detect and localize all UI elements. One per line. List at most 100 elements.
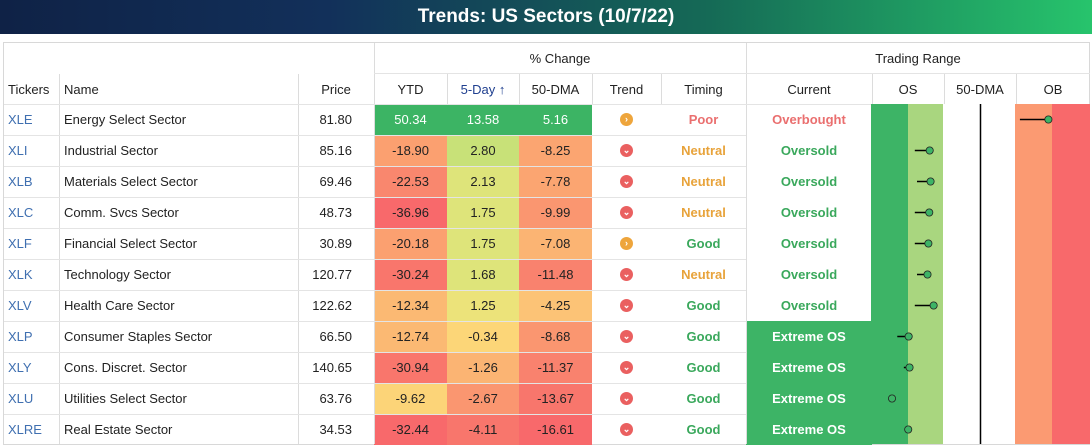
- row-5day: 1.25: [447, 290, 519, 321]
- row-5day: 1.68: [447, 259, 519, 290]
- row-ticker[interactable]: XLK: [8, 267, 33, 282]
- row-50dma: -7.08: [519, 228, 592, 259]
- row-current: Oversold: [780, 236, 838, 251]
- row-name: Technology Sector: [64, 267, 171, 282]
- row-ticker[interactable]: XLC: [8, 205, 34, 220]
- row-current: Oversold: [780, 267, 838, 282]
- row-trend: ⌄: [592, 259, 661, 290]
- row-ticker[interactable]: XLE: [8, 112, 33, 127]
- row-name: Comm. Svcs Sector: [64, 205, 179, 220]
- row-5day: 2.13: [447, 166, 519, 197]
- header-trend: Trend: [609, 81, 644, 97]
- column-divider: [298, 74, 299, 104]
- row-ytd: -30.94: [374, 352, 447, 383]
- row-price: 30.89: [319, 236, 352, 251]
- row-ticker[interactable]: XLY: [8, 360, 32, 375]
- row-5day: -2.67: [447, 383, 519, 414]
- row-name: Utilities Select Sector: [64, 391, 187, 406]
- header-trading-range: Trading Range: [875, 50, 961, 66]
- row-divider: [4, 166, 746, 167]
- row-name: Consumer Staples Sector: [64, 329, 213, 344]
- row-ticker[interactable]: XLP: [8, 329, 33, 344]
- row-ticker[interactable]: XLB: [8, 174, 33, 189]
- row-50dma: -16.61: [519, 414, 592, 445]
- row-trend: ›: [592, 228, 661, 259]
- row-ytd: -36.96: [374, 197, 447, 228]
- range-point: [929, 301, 938, 310]
- row-trend: ⌄: [592, 290, 661, 321]
- row-5day: -4.11: [447, 414, 519, 445]
- column-divider: [944, 74, 945, 104]
- range-point: [905, 363, 914, 372]
- range-point: [923, 270, 932, 279]
- column-divider: [872, 74, 873, 104]
- column-divider: [59, 74, 60, 104]
- row-name: Real Estate Sector: [64, 422, 173, 437]
- row-name: Financial Select Sector: [64, 236, 197, 251]
- row-50dma: 5.16: [519, 104, 592, 135]
- range-point: [904, 332, 913, 341]
- range-point: [1044, 115, 1053, 124]
- row-divider: [4, 228, 746, 229]
- row-ticker[interactable]: XLU: [8, 391, 34, 406]
- chevron-down-icon: ⌄: [620, 392, 633, 405]
- row-divider: [4, 414, 746, 415]
- chevron-down-icon: ⌄: [620, 299, 633, 312]
- row-divider: [4, 352, 746, 353]
- row-price: 81.80: [319, 112, 352, 127]
- row-5day: 13.58: [447, 104, 519, 135]
- row-timing: Neutral: [681, 205, 726, 220]
- row-price: 63.76: [319, 391, 352, 406]
- column-divider: [447, 74, 448, 104]
- row-divider: [374, 73, 1090, 74]
- row-current: Extreme OS: [746, 321, 872, 352]
- header-current: Current: [787, 81, 831, 97]
- row-ticker[interactable]: XLI: [8, 143, 28, 158]
- row-trend: ⌄: [592, 135, 661, 166]
- chevron-down-icon: ⌄: [620, 144, 633, 157]
- row-current: Oversold: [780, 205, 838, 220]
- header-tickers: Tickers: [8, 81, 50, 97]
- row-timing: Good: [686, 360, 721, 375]
- chevron-down-icon: ⌄: [620, 206, 633, 219]
- row-timing: Neutral: [681, 267, 726, 282]
- header-pct-change: % Change: [529, 50, 591, 66]
- row-timing: Good: [686, 422, 721, 437]
- chevron-down-icon: ⌄: [620, 361, 633, 374]
- row-ticker[interactable]: XLRE: [8, 422, 42, 437]
- row-current: Extreme OS: [746, 352, 872, 383]
- range-point: [926, 177, 935, 186]
- row-timing: Neutral: [681, 174, 726, 189]
- row-timing: Good: [686, 391, 721, 406]
- chevron-down-icon: ⌄: [620, 175, 633, 188]
- row-price: 120.77: [312, 267, 352, 282]
- row-ticker[interactable]: XLV: [8, 298, 32, 313]
- row-divider: [4, 197, 746, 198]
- row-divider: [4, 104, 1090, 105]
- row-50dma: -11.37: [519, 352, 592, 383]
- row-trend: ⌄: [592, 383, 661, 414]
- row-price: 122.62: [312, 298, 352, 313]
- row-5day: -0.34: [447, 321, 519, 352]
- header-range-50dma: 50-DMA: [956, 81, 1004, 97]
- row-50dma: -13.67: [519, 383, 592, 414]
- row-timing: Neutral: [681, 143, 726, 158]
- column-divider: [1016, 74, 1017, 104]
- row-5day: 1.75: [447, 197, 519, 228]
- row-price: 66.50: [319, 329, 352, 344]
- row-current: Oversold: [780, 298, 838, 313]
- column-divider: [374, 43, 375, 444]
- chevron-right-icon: ›: [620, 113, 633, 126]
- header-timing: Timing: [684, 81, 723, 97]
- zone-neutral: [943, 104, 1015, 444]
- row-timing: Poor: [688, 112, 719, 127]
- row-50dma: -4.25: [519, 290, 592, 321]
- header-os: OS: [898, 81, 918, 97]
- row-current: Extreme OS: [746, 383, 872, 414]
- row-5day: 2.80: [447, 135, 519, 166]
- column-divider: [59, 104, 60, 444]
- header-5day[interactable]: 5-Day ↑: [460, 81, 506, 97]
- row-ytd: -12.74: [374, 321, 447, 352]
- row-ticker[interactable]: XLF: [8, 236, 32, 251]
- row-timing: Good: [686, 329, 721, 344]
